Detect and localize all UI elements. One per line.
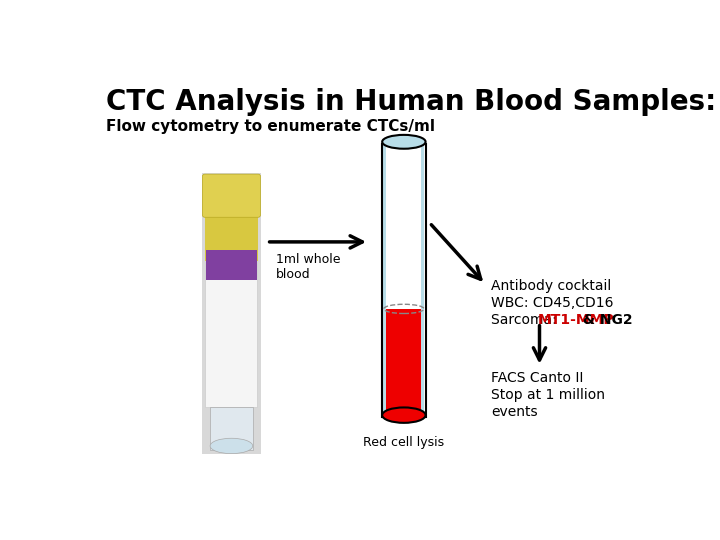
Text: Sarcoma:: Sarcoma: xyxy=(492,313,562,327)
Ellipse shape xyxy=(382,408,426,423)
Text: & NG2: & NG2 xyxy=(578,313,633,327)
Bar xyxy=(421,144,424,417)
Bar xyxy=(204,200,258,261)
Text: MT1-MMP: MT1-MMP xyxy=(538,313,615,327)
Text: Antibody cocktail: Antibody cocktail xyxy=(492,279,612,293)
Bar xyxy=(206,249,256,280)
Bar xyxy=(383,144,424,309)
Ellipse shape xyxy=(382,135,426,148)
Bar xyxy=(383,309,424,417)
Text: CTC Analysis in Human Blood Samples: Methodology: CTC Analysis in Human Blood Samples: Met… xyxy=(106,88,720,116)
Text: WBC: CD45,CD16: WBC: CD45,CD16 xyxy=(492,296,614,310)
Bar xyxy=(383,144,387,417)
Text: Flow cytometry to enumerate CTCs/ml: Flow cytometry to enumerate CTCs/ml xyxy=(106,119,434,134)
Bar xyxy=(210,408,253,450)
Bar xyxy=(202,173,261,454)
Ellipse shape xyxy=(210,438,253,454)
Text: 1ml whole
blood: 1ml whole blood xyxy=(276,253,341,281)
Bar xyxy=(205,219,258,408)
FancyBboxPatch shape xyxy=(202,174,261,217)
Text: FACS Canto II: FACS Canto II xyxy=(492,372,584,385)
Text: Red cell lysis: Red cell lysis xyxy=(364,436,444,449)
Text: Stop at 1 million: Stop at 1 million xyxy=(492,388,606,402)
Text: events: events xyxy=(492,405,538,419)
